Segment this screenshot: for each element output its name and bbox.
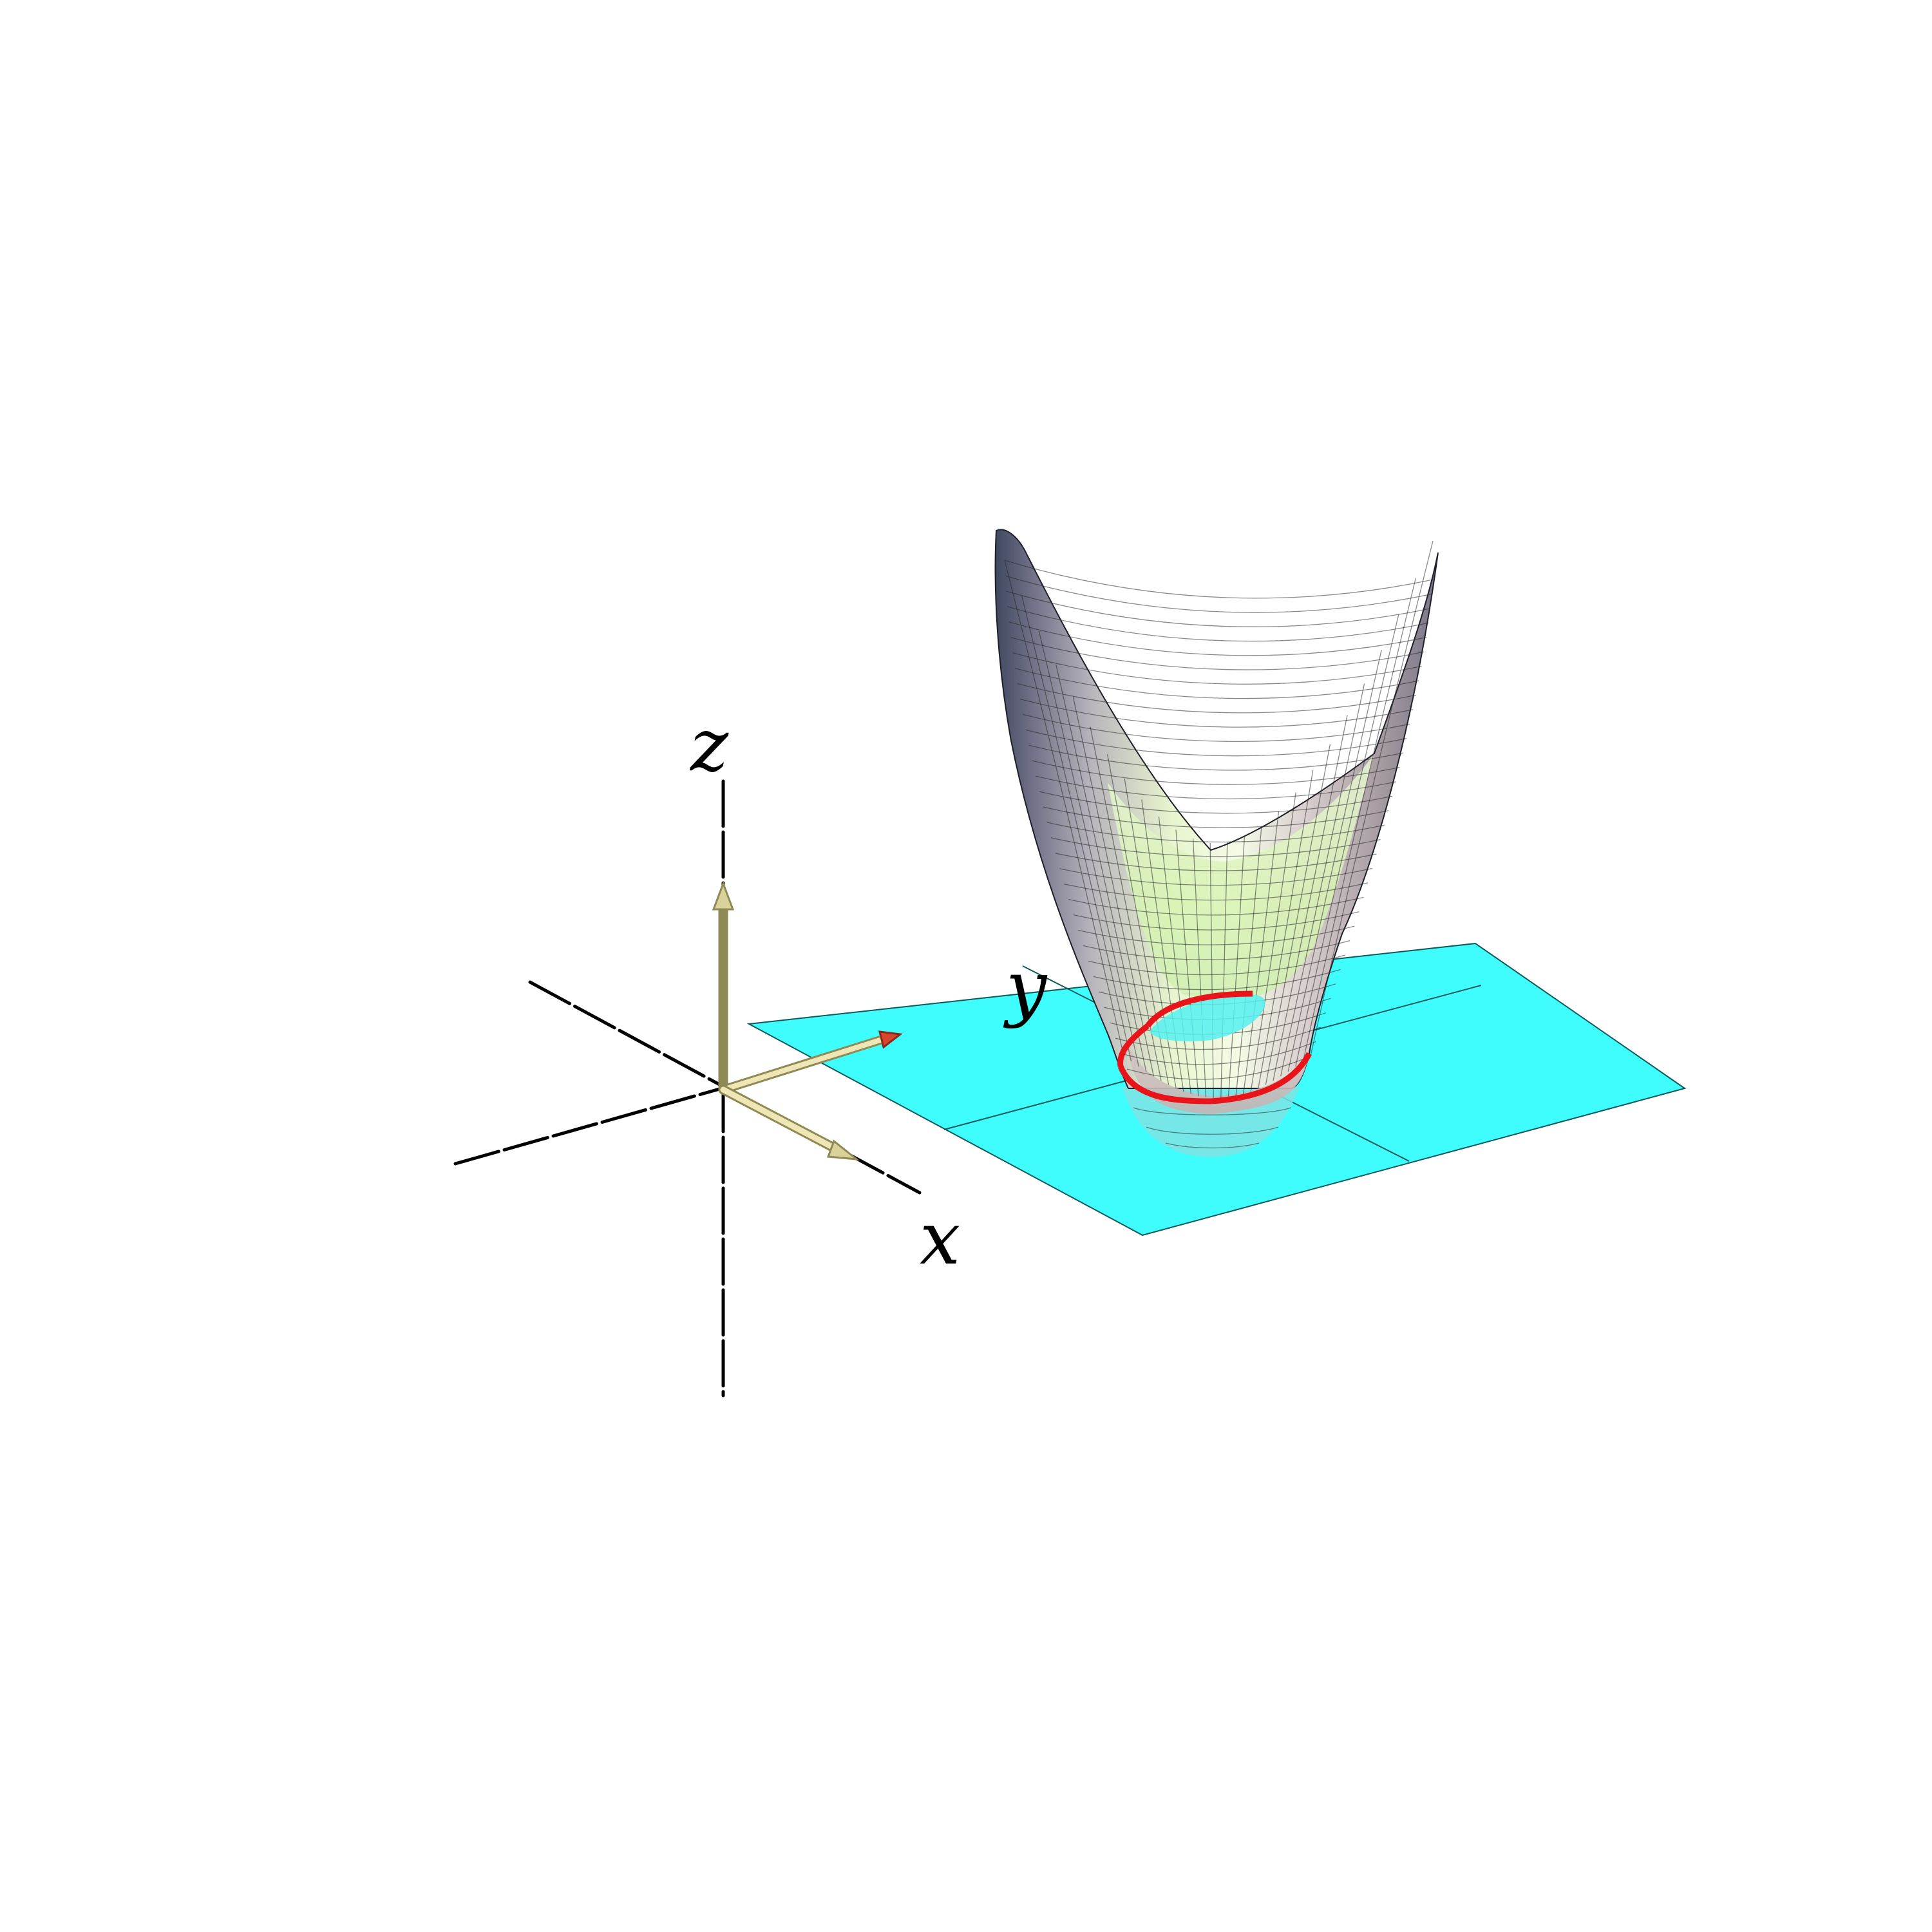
surface-meridian-line — [1310, 540, 1434, 1057]
surface-ring-line — [1036, 775, 1396, 800]
surface-meridian-line — [1090, 726, 1162, 1081]
surface-ring-line — [1050, 837, 1381, 857]
surface-ring-line — [1073, 911, 1359, 931]
surface-meridian-line — [1158, 817, 1192, 1094]
surface-meridian-line — [1038, 630, 1139, 1067]
surface-ring-line — [1039, 791, 1393, 814]
surface-ring-line — [1059, 867, 1372, 886]
surface-ring-line — [1005, 575, 1432, 613]
plane-through-opening — [1150, 994, 1265, 1041]
surface-meridian-line — [1021, 595, 1132, 1062]
z-unit-vector — [712, 880, 735, 1095]
axis-label-z: z — [689, 704, 729, 788]
surface-ring-line — [1043, 806, 1389, 828]
surface-meridian-line — [1235, 826, 1262, 1096]
surface-ring-lines — [1004, 560, 1434, 1080]
surface-ring-line — [1007, 606, 1429, 642]
axis-label-y: y — [1003, 946, 1048, 1030]
surface-ring-line — [1009, 621, 1427, 656]
surface-ring-line — [1025, 729, 1407, 757]
surface-meridian-lines — [1004, 540, 1434, 1098]
y-unit-vector — [719, 1030, 903, 1094]
surface-ring-line — [1012, 652, 1422, 685]
surface-meridian-line — [1273, 715, 1348, 1081]
surface-meridian-line — [1004, 560, 1124, 1057]
surface-ring-line — [1004, 560, 1434, 599]
surface-meridian-line — [1227, 836, 1245, 1097]
surface-ring-line — [1115, 1027, 1321, 1050]
y-unit-vector-arrow-icon — [878, 1030, 903, 1049]
surface-ring-line — [1028, 744, 1404, 771]
surface-ring-line — [1010, 637, 1425, 670]
unit-vectors — [712, 880, 903, 1160]
z-unit-vector-arrow-icon — [712, 880, 735, 911]
surface-inner — [1108, 753, 1374, 1000]
surface-meridian-line — [1141, 799, 1184, 1092]
surface-meridian-line — [1175, 829, 1199, 1096]
surface-meridian-line — [1287, 650, 1382, 1072]
surface-ring-line — [1121, 1041, 1316, 1065]
surface-meridian-line — [1242, 811, 1280, 1094]
intersection-curve-front — [1117, 1052, 1312, 1104]
surface-meridian-line — [1072, 696, 1155, 1077]
surface-ring-line — [1126, 1056, 1311, 1080]
surface-meridian-line — [1295, 614, 1399, 1067]
surface-meridian-line — [1192, 838, 1207, 1097]
surface-ring-line — [1055, 853, 1377, 871]
surface-meridian-line — [1302, 578, 1417, 1062]
intersection-curve — [1117, 990, 1312, 1104]
surface-ring-line — [1005, 591, 1431, 627]
surface-ring-line — [1019, 698, 1414, 728]
surface-ring-line — [1064, 882, 1368, 901]
surface-ring-line — [1078, 925, 1355, 945]
intersection-curve-side — [1117, 1023, 1150, 1067]
surface-meridian-line — [1209, 843, 1214, 1098]
surface-meridian-line — [1124, 778, 1177, 1089]
surface-below-plane-mesh — [1133, 1107, 1292, 1149]
intersection-curve-back — [1145, 990, 1253, 1028]
surface-meridian-line — [1106, 754, 1170, 1085]
surface-ring-line — [1093, 969, 1341, 990]
surface-ring-line — [1022, 714, 1410, 743]
x-unit-vector-arrow-icon — [826, 1139, 860, 1160]
x-unit-vector — [718, 1084, 860, 1160]
surface-meridian-line — [1056, 664, 1147, 1072]
surface-meridian-line — [1220, 842, 1228, 1098]
surface-ring-line — [1032, 760, 1400, 785]
surface-ring-line — [1014, 667, 1419, 699]
surface-meridian-line — [1250, 792, 1296, 1092]
surface-meridian-line — [1280, 683, 1365, 1077]
surface-meridian-line — [1258, 770, 1314, 1089]
surface-ring-line — [1083, 940, 1350, 960]
surface-ring-line — [1088, 954, 1346, 976]
surface-meridian-line — [1265, 744, 1331, 1085]
surface-ring-line — [1068, 896, 1364, 916]
axis-label-x: x — [920, 1197, 960, 1281]
